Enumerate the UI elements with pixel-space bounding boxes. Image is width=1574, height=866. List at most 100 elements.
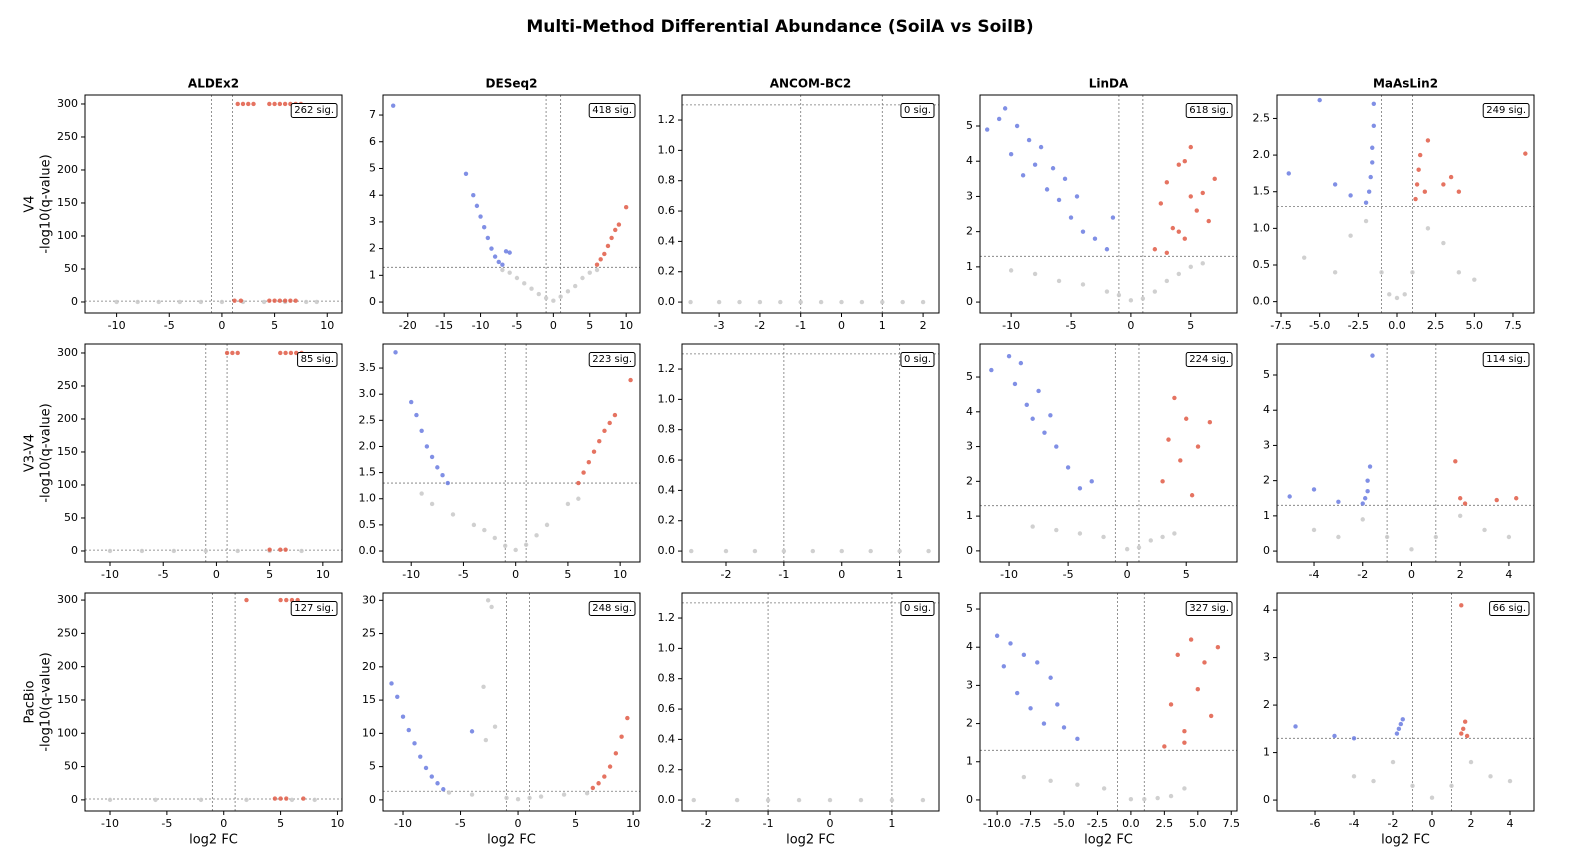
point [1422, 189, 1428, 194]
x-axis-label: log2 FC [786, 833, 835, 848]
annotation: 262 sig. [294, 105, 334, 116]
panel-plot [383, 95, 640, 313]
point [1055, 702, 1060, 707]
y-tick-label: 4 [1263, 403, 1270, 416]
point [527, 795, 532, 801]
point [529, 286, 534, 291]
point [1020, 173, 1026, 178]
point [1182, 740, 1187, 745]
point [272, 796, 278, 801]
point [1398, 721, 1404, 727]
point [889, 797, 895, 803]
y-tick-label: 0.0 [1253, 295, 1271, 308]
annotation: 223 sig. [592, 354, 632, 365]
point [244, 797, 249, 803]
y-tick-label: 3 [966, 440, 973, 453]
annotation: 114 sig. [1486, 354, 1526, 365]
point [1062, 176, 1068, 182]
x-axis-label: log2 FC [487, 833, 536, 848]
x-tick-label: 0 [1429, 817, 1436, 830]
point [507, 250, 512, 255]
point [500, 262, 505, 267]
point [395, 694, 400, 699]
y-tick-label: 4 [369, 188, 376, 201]
y-tick-label: 25 [362, 627, 376, 640]
point [450, 512, 456, 517]
point [414, 412, 419, 418]
x-tick-label: -5 [1063, 568, 1074, 581]
x-tick-label: 10 [626, 817, 640, 830]
point [230, 350, 235, 356]
point [282, 101, 288, 107]
x-tick-label: -10 [108, 319, 126, 332]
point [492, 254, 498, 259]
y-tick-label: 5 [1263, 368, 1270, 381]
point [1048, 413, 1053, 418]
point [1056, 278, 1062, 284]
point [602, 774, 607, 779]
point [576, 480, 581, 486]
x-tick-label: -5 [1066, 319, 1077, 332]
point [602, 428, 607, 433]
y-tick-label: 2.0 [359, 439, 377, 452]
y-tick-label: 300 [57, 346, 78, 359]
point [1018, 360, 1024, 366]
point [1456, 189, 1462, 194]
point [1002, 106, 1008, 111]
point [1362, 496, 1368, 501]
point [1188, 264, 1193, 270]
y-tick-label: 0.5 [359, 518, 377, 531]
panel-title: ANCOM-BC2 [770, 77, 852, 91]
point [1176, 271, 1181, 277]
panel-plot [980, 593, 1237, 811]
point [1410, 270, 1415, 275]
y-tick-label: 0.4 [658, 732, 676, 745]
y-tick-label: 2 [966, 717, 973, 730]
point [289, 797, 295, 803]
point [1182, 729, 1187, 734]
point [1038, 144, 1044, 150]
axes-frame [382, 343, 641, 563]
point [1468, 759, 1474, 765]
point [1462, 501, 1468, 506]
annotation-box [1482, 352, 1530, 367]
point [278, 796, 283, 801]
x-axis-label: log2 FC [1084, 833, 1133, 848]
point [1488, 774, 1493, 779]
y-tick-label: 50 [64, 262, 78, 275]
point [293, 298, 298, 303]
point [423, 765, 429, 771]
point [393, 350, 398, 355]
point [996, 116, 1002, 122]
y-tick-label: 150 [57, 445, 78, 458]
point [440, 473, 445, 478]
point [594, 267, 600, 273]
y-tick-label: 5 [369, 760, 376, 773]
annotation-box [290, 601, 338, 616]
point [798, 299, 803, 305]
y-tick-label: 3 [1263, 651, 1270, 664]
point [1416, 167, 1421, 172]
y-tick-label: 300 [57, 97, 78, 110]
point [543, 295, 549, 301]
y-tick-label: 3 [966, 189, 973, 202]
point [156, 299, 161, 305]
y-tick-label: 2 [1263, 474, 1270, 487]
point [267, 547, 272, 552]
point [1457, 513, 1463, 519]
annotation: 0 sig. [904, 105, 931, 116]
point [1092, 236, 1098, 241]
x-tick-label: -1 [778, 568, 789, 581]
x-tick-label: -10 [101, 568, 119, 581]
y-tick-label: 250 [57, 130, 78, 143]
x-tick-label: 0 [512, 568, 519, 581]
y-tick-label: 3.5 [359, 361, 377, 374]
point [691, 797, 696, 803]
point [1110, 215, 1116, 220]
point [1457, 496, 1463, 501]
x-tick-label: 5 [277, 817, 284, 830]
x-tick-label: 10 [613, 568, 627, 581]
point [288, 350, 294, 356]
x-tick-label: 0 [838, 568, 845, 581]
y-tick-label: 0.5 [1253, 258, 1271, 271]
